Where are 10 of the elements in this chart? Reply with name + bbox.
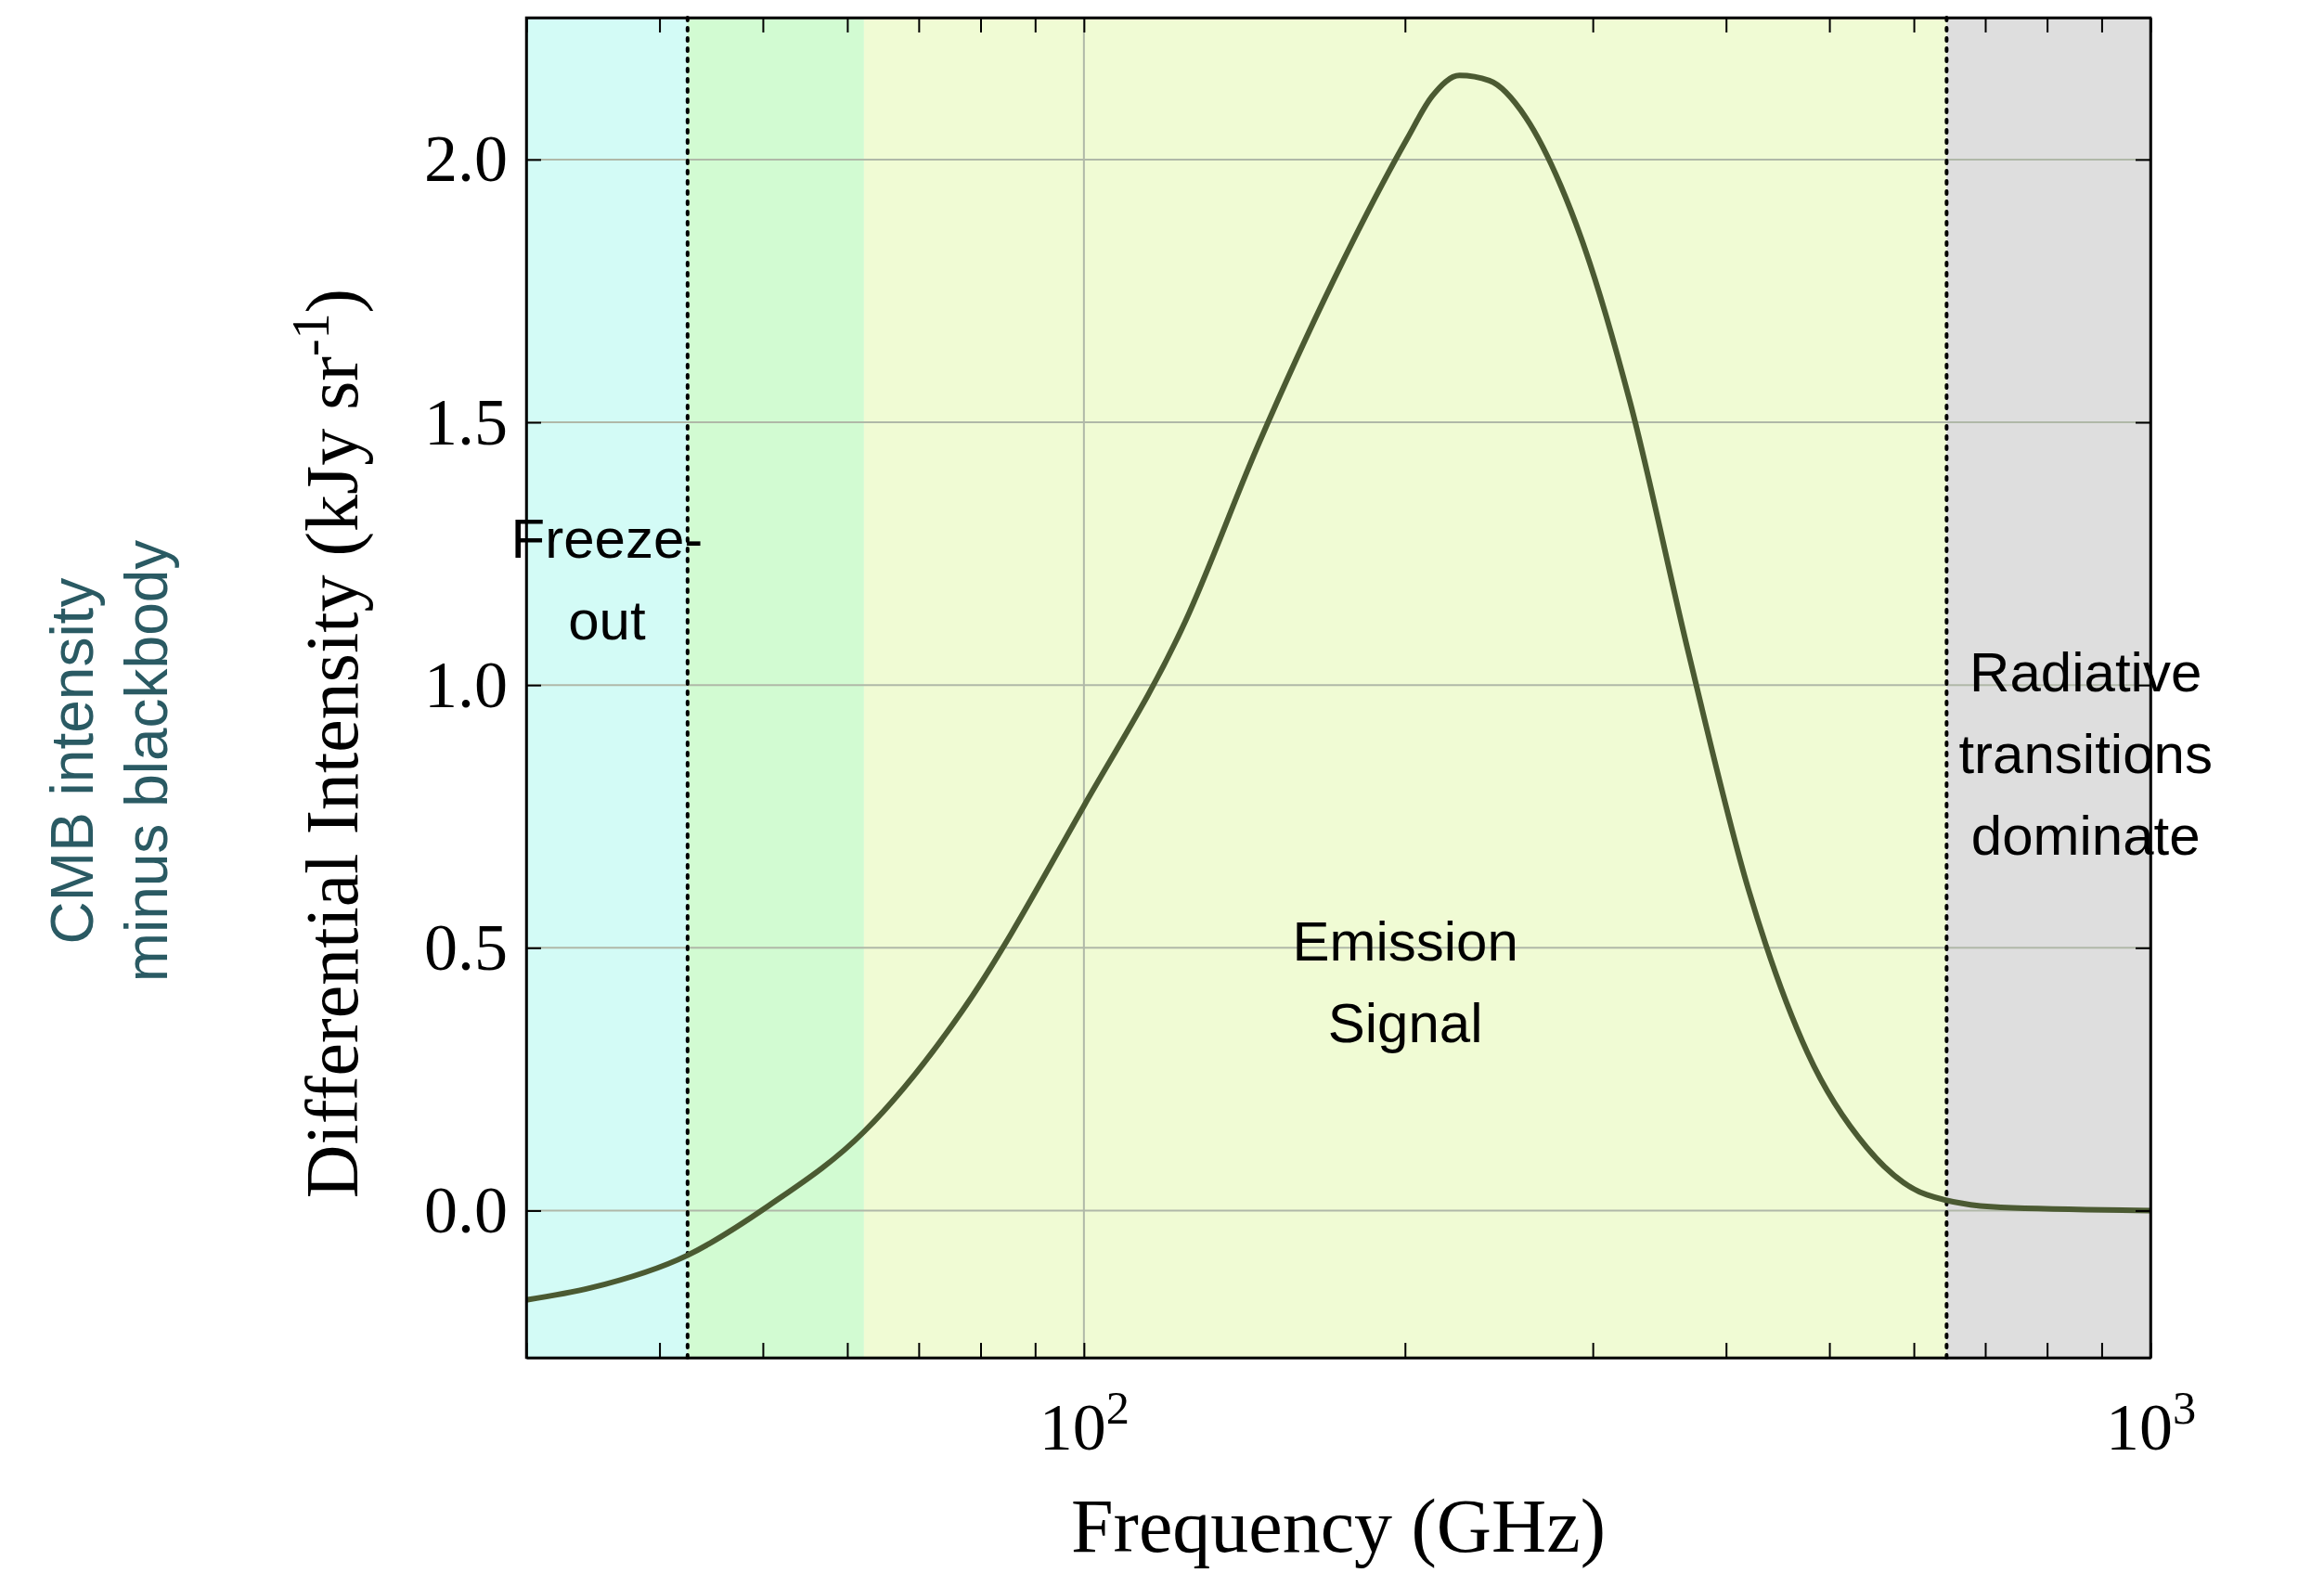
y-tick-label: 2.0 [424, 122, 508, 197]
x-tick-label: 10$^{3}$ [2105, 1382, 2197, 1465]
band-label: Emission Signal [1292, 909, 1518, 1054]
y-tick-label: 0.5 [424, 909, 508, 985]
text: CMB intensity minus blackbody [39, 539, 180, 983]
x-tick-label: 10$^{2}$ [1039, 1382, 1130, 1465]
x-axis-title: Frequency (GHz) [1070, 1484, 1607, 1568]
y-tick-label: 0.0 [424, 1172, 508, 1247]
y-tick-label: 1.0 [424, 647, 508, 722]
y-tick-label: 1.5 [424, 384, 508, 459]
